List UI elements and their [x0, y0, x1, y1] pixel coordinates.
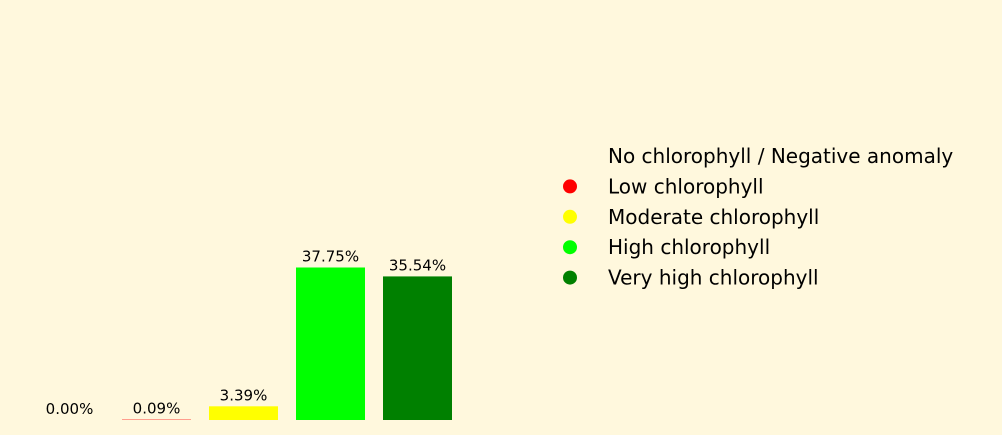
bar-5 [383, 276, 452, 420]
legend-marker-circle-icon [563, 270, 577, 285]
bar-value-label: 0.00% [46, 400, 94, 418]
bar-3 [209, 406, 278, 420]
legend-item-label: Very high chlorophyll [608, 266, 819, 290]
bar-value-label: 37.75% [302, 247, 359, 265]
legend-marker-circle-icon [563, 149, 577, 163]
bar-value-label: 0.09% [133, 400, 181, 418]
bar-labels-group: 0.00% 0.09% 3.39% 37.75% 35.54% [46, 247, 446, 418]
bar-value-label: 3.39% [220, 386, 268, 404]
bars-group [122, 267, 452, 420]
bar-4 [296, 267, 365, 420]
legend-marker-circle-icon [563, 179, 577, 194]
legend-item-label: No chlorophyll / Negative anomaly [608, 144, 953, 168]
legend: No chlorophyll / Negative anomaly Low chl… [563, 144, 953, 290]
legend-item-label: Low chlorophyll [608, 174, 764, 198]
legend-item-label: Moderate chlorophyll [608, 205, 819, 229]
legend-marker-circle-icon [563, 209, 577, 224]
legend-item-label: High chlorophyll [608, 235, 770, 259]
legend-marker-circle-icon [563, 240, 577, 255]
bar-value-label: 35.54% [389, 256, 446, 274]
